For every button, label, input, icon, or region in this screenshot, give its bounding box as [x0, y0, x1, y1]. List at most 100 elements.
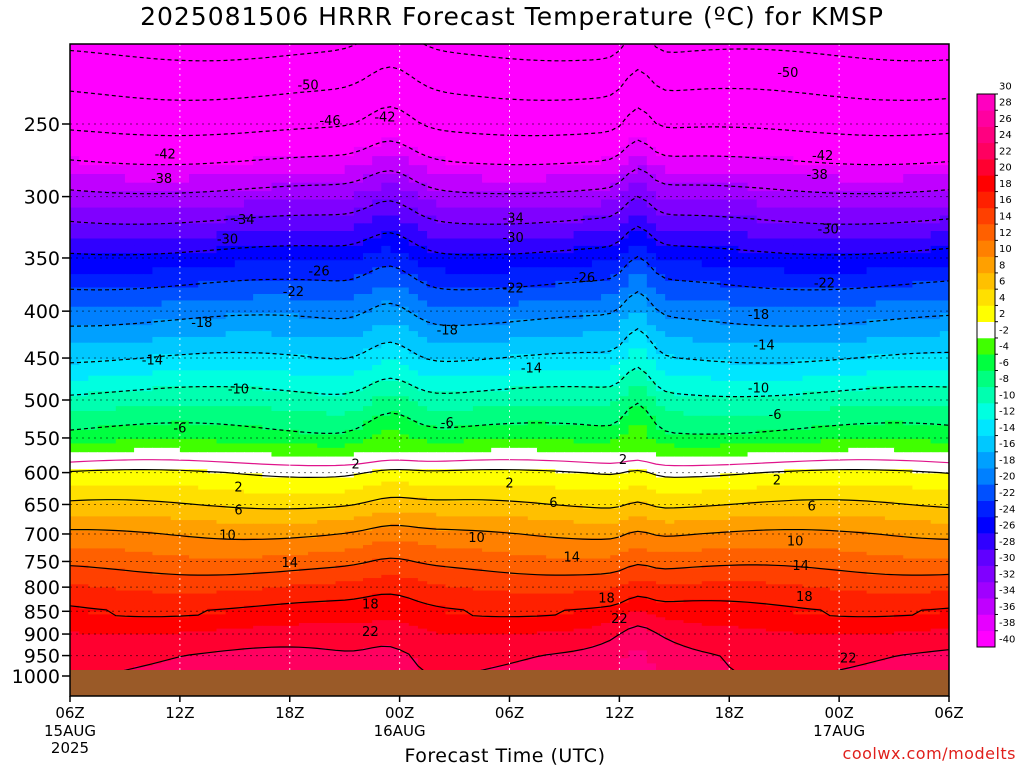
fill-cell	[335, 294, 346, 302]
fill-cell	[298, 117, 309, 129]
fill-cell	[610, 63, 620, 76]
fill-cell	[115, 191, 126, 201]
fill-cell	[921, 191, 932, 201]
fill-cell	[646, 375, 657, 382]
fill-cell	[500, 280, 511, 289]
fill-cell	[665, 294, 675, 302]
fill-cell	[353, 215, 364, 224]
fill-cell	[866, 223, 877, 232]
fill-cell	[234, 306, 245, 314]
fill-cell	[143, 406, 154, 412]
fill-cell	[317, 156, 327, 166]
fill-cell	[939, 267, 949, 275]
fill-cell	[775, 199, 785, 209]
fill-cell	[308, 146, 318, 157]
fill-cell	[106, 156, 117, 166]
fill-cell	[628, 97, 639, 109]
fill-cell	[472, 342, 483, 349]
fill-cell	[710, 156, 721, 166]
fill-cell	[207, 396, 218, 402]
fill-cell	[866, 287, 877, 295]
fill-cell	[710, 267, 721, 275]
fill-cell	[262, 375, 273, 382]
fill-cell	[390, 253, 401, 261]
fill-cell	[536, 312, 547, 320]
fill-cell	[417, 52, 428, 65]
fill-cell	[820, 146, 831, 157]
fill-cell	[582, 215, 593, 224]
fill-cell	[665, 354, 675, 361]
fill-cell	[903, 86, 913, 98]
fill-cell	[775, 191, 785, 201]
fill-cell	[143, 260, 154, 268]
fill-cell	[692, 215, 703, 224]
fill-cell	[665, 199, 675, 209]
fill-cell	[637, 306, 648, 314]
fill-cell	[271, 260, 282, 268]
fill-cell	[115, 182, 126, 192]
fill-cell	[106, 375, 117, 382]
fill-cell	[472, 191, 483, 201]
fill-cell	[555, 127, 566, 138]
fill-cell	[143, 336, 154, 344]
fill-cell	[436, 86, 447, 98]
fill-cell	[747, 342, 758, 349]
fill-cell	[408, 238, 419, 247]
fill-cell	[857, 165, 868, 175]
fill-cell	[124, 97, 135, 109]
fill-cell	[610, 146, 620, 157]
fill-cell	[445, 146, 456, 157]
fill-cell	[710, 312, 721, 320]
fill-cell	[610, 380, 620, 387]
fill-cell	[179, 146, 190, 157]
fill-cell	[115, 107, 126, 119]
fill-cell	[70, 312, 80, 320]
fill-cell	[793, 365, 804, 371]
fill-cell	[820, 191, 831, 201]
fill-cell	[710, 365, 721, 371]
fill-cell	[445, 245, 456, 254]
fill-cell	[527, 336, 538, 344]
fill-cell	[381, 182, 392, 192]
fill-cell	[289, 117, 300, 129]
fill-cell	[848, 165, 859, 175]
fill-cell	[290, 15, 300, 28]
fill-cell	[262, 319, 273, 326]
fill-cell	[866, 165, 877, 175]
fill-cell	[939, 165, 949, 175]
fill-cell	[793, 207, 804, 217]
fill-cell	[152, 75, 163, 87]
fill-cell	[729, 267, 740, 275]
fill-cell	[326, 156, 337, 166]
fill-cell	[582, 191, 593, 201]
fill-cell	[875, 137, 886, 148]
fill-cell	[243, 97, 254, 109]
fill-cell	[353, 63, 364, 76]
fill-cell	[179, 182, 190, 192]
fill-cell	[610, 331, 620, 338]
fill-cell	[454, 312, 465, 320]
fill-cell	[390, 28, 400, 41]
fill-cell	[701, 359, 712, 366]
fill-cell	[683, 245, 694, 254]
fill-cell	[372, 174, 382, 184]
fill-cell	[134, 107, 144, 119]
fill-cell	[628, 342, 639, 349]
fill-cell	[500, 86, 511, 98]
fill-cell	[79, 342, 89, 349]
fill-cell	[454, 137, 465, 148]
fill-cell	[317, 223, 327, 232]
fill-cell	[509, 238, 520, 247]
fill-cell	[298, 174, 309, 184]
fill-cell	[747, 354, 758, 361]
fill-cell	[170, 294, 181, 302]
fill-cell	[445, 401, 456, 407]
fill-cell	[637, 386, 648, 392]
fill-cell	[729, 274, 740, 282]
fill-cell	[280, 238, 291, 247]
fill-cell	[573, 336, 584, 344]
fill-cell	[417, 63, 428, 76]
fill-cell	[729, 199, 740, 209]
fill-cell	[720, 52, 730, 65]
fill-cell	[271, 342, 282, 349]
